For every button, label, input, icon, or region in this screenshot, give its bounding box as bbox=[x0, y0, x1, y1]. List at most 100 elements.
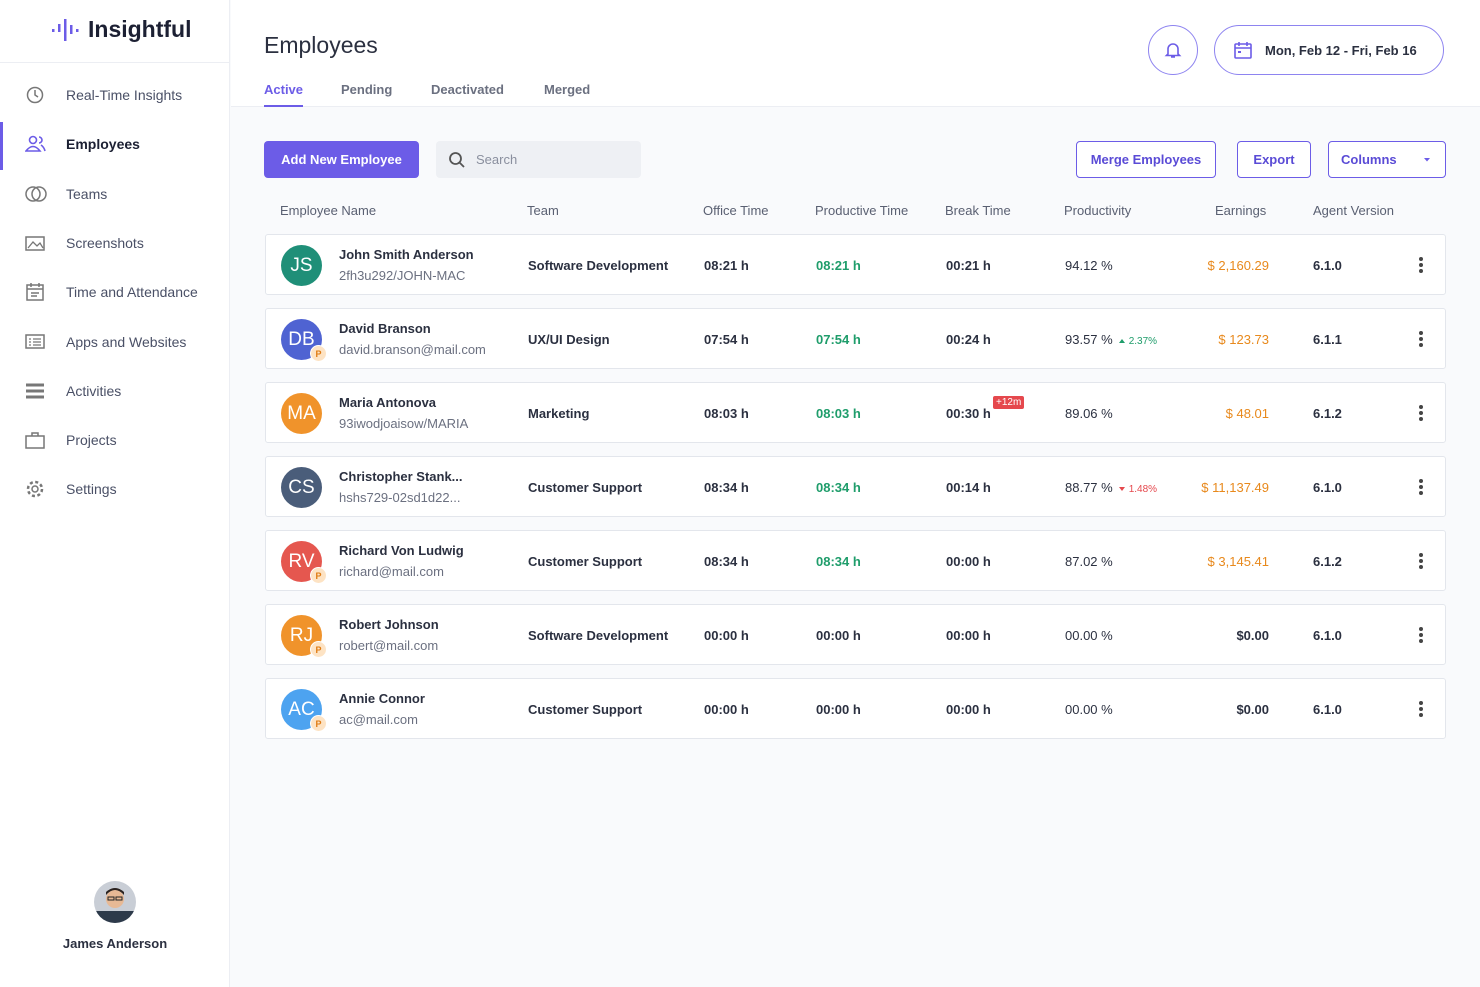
row-menu[interactable] bbox=[1418, 330, 1424, 348]
column-header: Employee Name bbox=[280, 203, 377, 218]
office-time: 00:00 h bbox=[704, 628, 749, 643]
avatar-badge: P bbox=[310, 345, 327, 362]
agent-version: 6.1.0 bbox=[1313, 702, 1342, 717]
nav-label: Employees bbox=[66, 136, 140, 153]
office-time: 08:21 h bbox=[704, 258, 749, 273]
office-time: 07:54 h bbox=[704, 332, 749, 347]
earnings: $ 48.01 bbox=[1225, 406, 1269, 421]
nav-icon bbox=[25, 333, 45, 349]
employee-row[interactable]: AC P Annie Connor ac@mail.com Customer Suppo… bbox=[265, 678, 1446, 739]
employee-id: david.branson@mail.com bbox=[339, 342, 486, 357]
nav-item[interactable]: Teams bbox=[0, 172, 230, 216]
team: Software Development bbox=[528, 628, 669, 643]
row-menu[interactable] bbox=[1418, 404, 1424, 422]
nav-icon bbox=[26, 283, 44, 301]
nav-item[interactable]: Activities bbox=[0, 369, 230, 413]
nav-item[interactable]: Real-Time Insights bbox=[0, 73, 230, 117]
productivity: 00.00 % bbox=[1065, 628, 1113, 643]
productivity: 94.12 % bbox=[1065, 258, 1113, 273]
add-employee-button[interactable]: Add New Employee bbox=[264, 141, 419, 178]
productivity-value: 00.00 % bbox=[1065, 628, 1113, 643]
employee-name: Annie Connor bbox=[339, 691, 425, 706]
productivity-value: 94.12 % bbox=[1065, 258, 1113, 273]
agent-version: 6.1.2 bbox=[1313, 554, 1342, 569]
nav-label: Time and Attendance bbox=[66, 284, 198, 301]
nav-item[interactable]: Projects bbox=[0, 418, 230, 462]
tab[interactable]: Pending bbox=[341, 82, 393, 97]
earnings: $ 3,145.41 bbox=[1207, 554, 1269, 569]
employee-row[interactable]: RV P Richard Von Ludwig richard@mail.com Cus… bbox=[265, 530, 1446, 591]
productive-time: 00:00 h bbox=[816, 702, 861, 717]
employee-row[interactable]: JS John Smith Anderson 2fh3u292/JOHN-MAC So… bbox=[265, 234, 1446, 295]
earnings: $0.00 bbox=[1236, 702, 1269, 717]
row-menu[interactable] bbox=[1418, 626, 1424, 644]
row-menu[interactable] bbox=[1418, 256, 1424, 274]
team: UX/UI Design bbox=[528, 332, 610, 347]
productivity-value: 88.77 % bbox=[1065, 480, 1113, 495]
nav-icon bbox=[26, 86, 44, 104]
user-name: James Anderson bbox=[62, 936, 168, 951]
productive-time: 08:03 h bbox=[816, 406, 861, 421]
nav-item[interactable]: Settings bbox=[0, 467, 230, 511]
column-header: Break Time bbox=[945, 203, 1011, 218]
tab[interactable]: Active bbox=[264, 82, 304, 107]
nav-icon bbox=[26, 383, 44, 399]
nav-label: Activities bbox=[66, 382, 122, 399]
nav-label: Real-Time Insights bbox=[66, 87, 183, 103]
nav-item[interactable]: Apps and Websites bbox=[0, 320, 230, 364]
export-button[interactable]: Export bbox=[1237, 141, 1311, 178]
page-title: Employees bbox=[264, 32, 378, 58]
productivity: 00.00 % bbox=[1065, 702, 1113, 717]
header: Employees Active Pending Deactivated Mer… bbox=[231, 0, 1480, 107]
logo bbox=[52, 18, 79, 41]
notifications[interactable] bbox=[1148, 25, 1198, 75]
column-header: Productivity bbox=[1064, 203, 1132, 218]
office-time: 08:34 h bbox=[704, 554, 749, 569]
row-menu[interactable] bbox=[1418, 478, 1424, 496]
employee-row[interactable]: RJ P Robert Johnson robert@mail.com Software… bbox=[265, 604, 1446, 665]
productivity-value: 93.57 % bbox=[1065, 332, 1113, 347]
break-time: 00:24 h bbox=[946, 332, 991, 347]
break-extra: +12m bbox=[993, 396, 1025, 409]
employee-row[interactable]: MA Maria Antonova 93iwodjoaisow/MARIA Marke… bbox=[265, 382, 1446, 443]
nav-label: Screenshots bbox=[66, 234, 144, 251]
agent-version: 6.1.0 bbox=[1313, 628, 1342, 643]
trend-arrow bbox=[1118, 487, 1125, 491]
avatar: AC bbox=[281, 689, 322, 730]
employee-name: Richard Von Ludwig bbox=[339, 543, 464, 558]
employee-name: Robert Johnson bbox=[339, 617, 439, 632]
employee-row[interactable]: DB P David Branson david.branson@mail.com UX… bbox=[265, 308, 1446, 369]
agent-version: 6.1.0 bbox=[1313, 258, 1342, 273]
avatar-badge: P bbox=[310, 641, 327, 658]
search-box[interactable]: Search bbox=[436, 141, 641, 178]
tab[interactable]: Merged bbox=[544, 82, 591, 97]
date-picker[interactable]: Mon, Feb 12 - Fri, Feb 16 bbox=[1214, 25, 1444, 75]
break-time: 00:30 h bbox=[946, 406, 991, 421]
employee-id: robert@mail.com bbox=[339, 638, 439, 653]
row-menu[interactable] bbox=[1418, 552, 1424, 570]
row-menu[interactable] bbox=[1418, 700, 1424, 718]
tab[interactable]: Deactivated bbox=[431, 82, 504, 97]
nav-icon bbox=[25, 185, 47, 202]
columns-button[interactable]: Columns bbox=[1328, 141, 1446, 178]
employee-name: John Smith Anderson bbox=[339, 247, 474, 262]
nav-icon bbox=[25, 236, 45, 251]
brand-name: Insightful bbox=[88, 16, 192, 42]
avatar: JS bbox=[281, 245, 322, 286]
agent-version: 6.1.2 bbox=[1313, 406, 1342, 421]
avatar: MA bbox=[281, 393, 322, 434]
merge-button[interactable]: Merge Employees bbox=[1076, 141, 1216, 178]
productive-time: 08:34 h bbox=[816, 480, 861, 495]
productive-time: 00:00 h bbox=[816, 628, 861, 643]
employee-row[interactable]: CS Christopher Stank... hshs729-02sd1d22..… bbox=[265, 456, 1446, 517]
nav-item[interactable]: Screenshots bbox=[0, 221, 230, 265]
productivity: 89.06 % bbox=[1065, 406, 1113, 421]
productivity: 87.02 % bbox=[1065, 554, 1113, 569]
nav-item[interactable]: Time and Attendance bbox=[0, 270, 230, 314]
productivity-change: 2.37% bbox=[1118, 336, 1157, 347]
break-time: 00:00 h bbox=[946, 554, 991, 569]
avatar-badge: P bbox=[310, 567, 327, 584]
nav-item[interactable]: Employees bbox=[0, 122, 230, 171]
earnings: $ 11,137.49 bbox=[1201, 480, 1269, 495]
